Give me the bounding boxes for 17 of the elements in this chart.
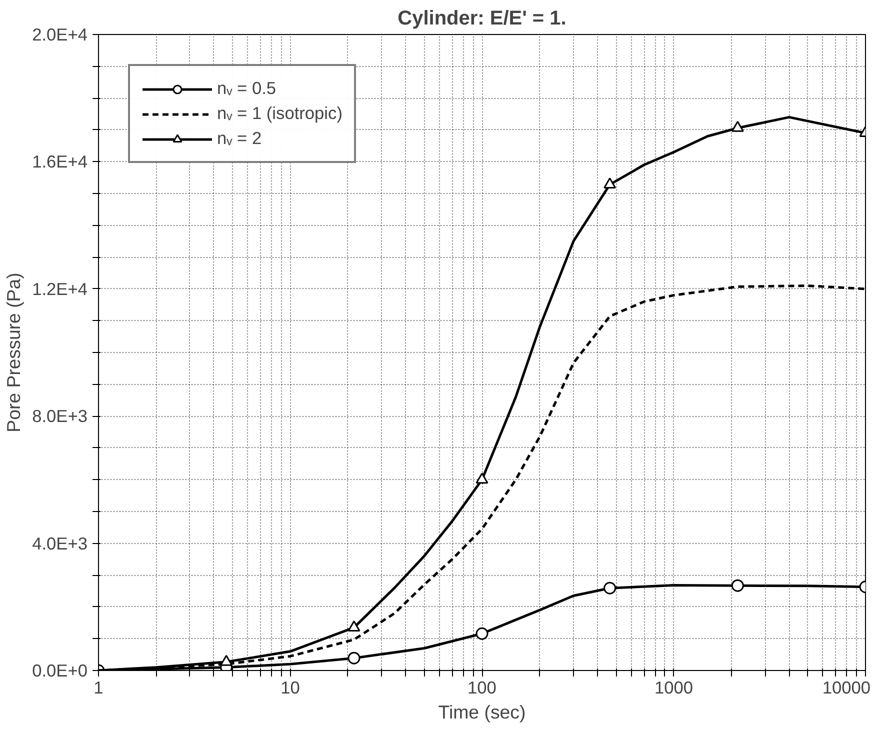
legend-label: nᵥ = 0.5 [217,78,276,99]
chart-title: Cylinder: E/E' = 1. [398,8,566,30]
x-tick-label: 1 [94,678,104,698]
x-tick-label: 10000 [822,678,870,698]
x-tick-label: 1000 [654,678,694,698]
y-tick-label: 2.0E+4 [32,24,88,44]
y-tick-label: 1.2E+4 [32,278,88,299]
x-axis-title: Time (sec) [438,702,526,722]
x-tick-label: 100 [468,678,496,698]
legend-label: nᵥ = 2 [217,128,262,149]
x-tick-label: 10 [280,678,300,698]
y-tick-label: 0.0E+0 [32,660,88,680]
y-tick-label: 1.6E+4 [32,152,88,172]
legend-label: nᵥ = 1 (isotropic) [217,103,342,124]
y-tick-label: 8.0E+3 [32,406,88,426]
y-axis-title: Pore Pressure (Pa) [3,272,24,432]
y-tick-label: 4.0E+3 [32,533,88,554]
